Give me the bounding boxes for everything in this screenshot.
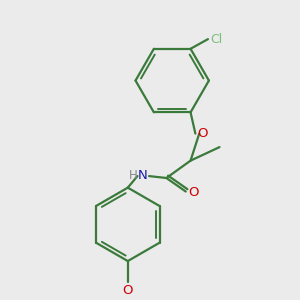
Text: O: O — [122, 284, 133, 297]
Text: O: O — [189, 186, 199, 199]
Text: N: N — [137, 169, 147, 182]
Text: Cl: Cl — [210, 33, 222, 46]
Text: H: H — [129, 169, 137, 182]
Text: O: O — [197, 127, 208, 140]
